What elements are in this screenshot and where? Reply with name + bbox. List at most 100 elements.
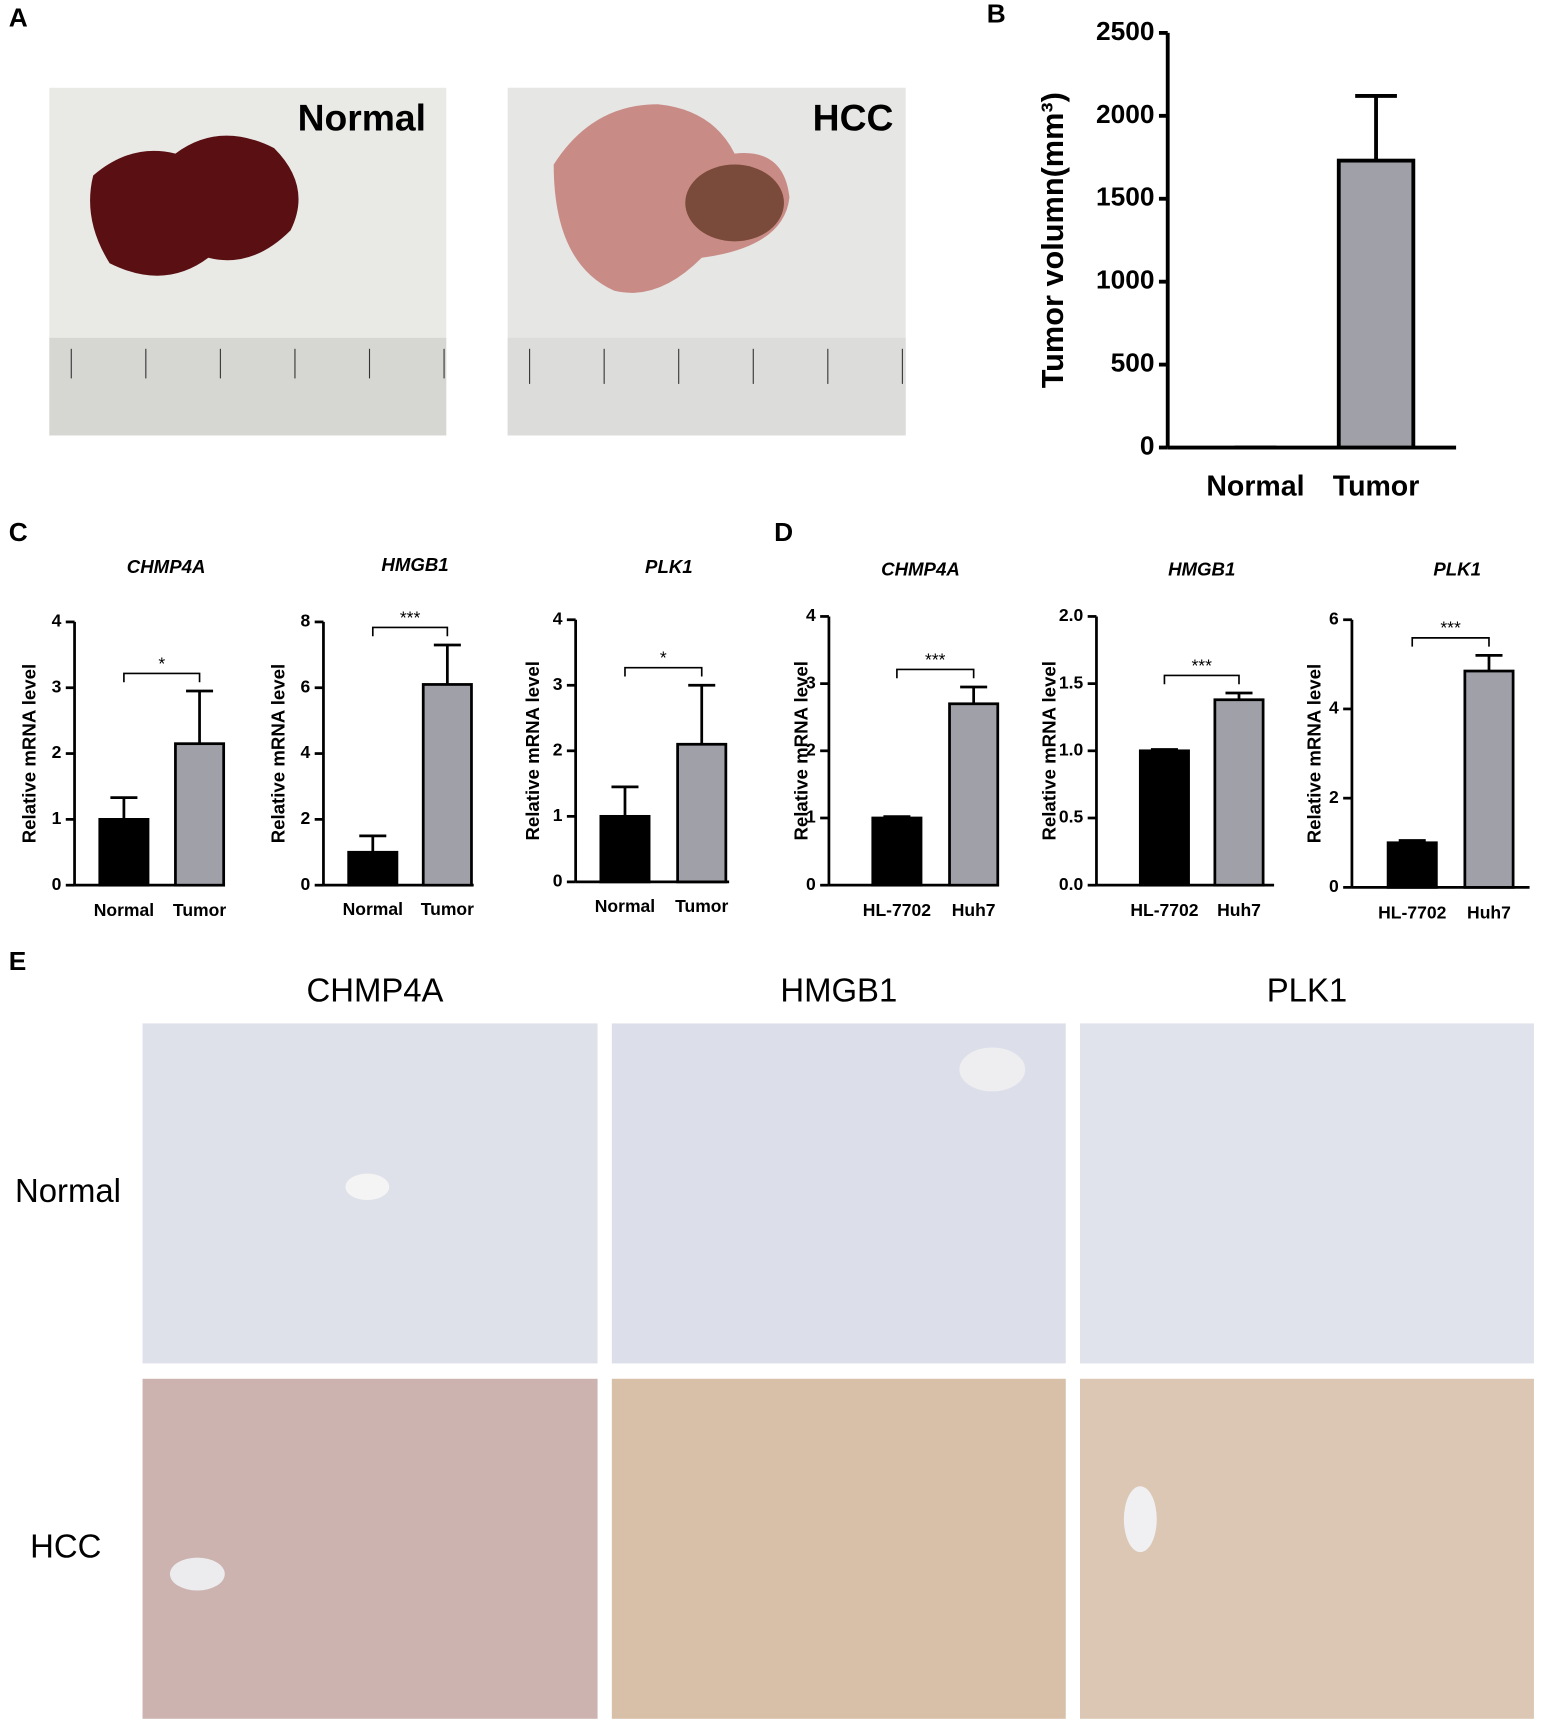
y-tick-label: 2 (553, 739, 563, 759)
significance-bracket (896, 668, 975, 679)
y-tick-label: 1500 (1096, 182, 1155, 212)
chart-title: HMGB1 (1168, 558, 1235, 579)
error-bar (1150, 748, 1178, 751)
x-tick-label: HL-7702 (1130, 900, 1198, 920)
bar (1213, 698, 1265, 887)
y-tick-label: 0 (1140, 430, 1155, 460)
error-bar (1355, 94, 1397, 161)
error-bar (960, 685, 988, 704)
column-title: CHMP4A (306, 971, 443, 1008)
x-tick-label: HL-7702 (863, 900, 931, 920)
significance-label: * (158, 653, 165, 673)
bar (871, 816, 923, 887)
error-bar (359, 834, 387, 853)
significance-bracket (1163, 674, 1240, 685)
error-bar (883, 815, 911, 819)
photo-label: Normal (298, 96, 426, 138)
panel-letter: C (9, 517, 28, 547)
photo (49, 87, 447, 436)
x-tick-label: Tumor (675, 896, 728, 916)
significance-bracket (123, 672, 201, 683)
y-tick-label: 0.5 (1059, 807, 1084, 827)
bar (1463, 669, 1515, 889)
y-tick-label: 8 (301, 611, 311, 631)
x-tick-label: HL-7702 (1378, 902, 1446, 922)
y-tick-label: 1 (553, 805, 563, 825)
bar (421, 683, 473, 887)
y-tick-label: 2 (301, 808, 311, 828)
y-tick-label: 1 (806, 807, 816, 827)
bar (948, 702, 1000, 887)
y-tick-label: 0.0 (1059, 874, 1084, 894)
y-tick-label: 6 (1329, 608, 1339, 628)
y-tick-label: 3 (553, 674, 563, 694)
x-tick-label: Huh7 (1217, 900, 1261, 920)
error-bar (1398, 839, 1426, 843)
panel-letter: E (9, 946, 27, 976)
x-tick-label: Normal (595, 896, 655, 916)
y-tick-label: 1000 (1096, 265, 1155, 295)
chart-title: HMGB1 (381, 554, 448, 575)
y-tick-label: 2 (52, 742, 62, 762)
column-title: HMGB1 (780, 971, 897, 1008)
y-tick-label: 6 (301, 676, 311, 696)
chart-title: PLK1 (645, 556, 693, 577)
y-tick-label: 2000 (1096, 99, 1155, 129)
y-tick-label: 1 (52, 808, 62, 828)
error-bar (688, 683, 716, 745)
error-bar (611, 785, 639, 817)
significance-label: *** (925, 649, 946, 669)
x-tick-label: Tumor (1333, 471, 1420, 503)
x-tick-label: Normal (1206, 471, 1304, 503)
y-tick-label: 0 (553, 871, 563, 891)
row-label: HCC (30, 1527, 101, 1564)
y-tick-label: 0 (806, 874, 816, 894)
y-tick-label: 2500 (1096, 16, 1155, 46)
y-axis-label: Relative mRNA level (791, 661, 812, 840)
y-tick-label: 0 (1329, 876, 1339, 896)
significance-label: * (660, 648, 667, 668)
y-tick-label: 4 (1329, 698, 1339, 718)
column-title: PLK1 (1267, 971, 1347, 1008)
y-tick-label: 2 (1329, 787, 1339, 807)
y-axis-label: Relative mRNA level (1304, 664, 1325, 843)
bar (347, 850, 399, 887)
y-tick-label: 4 (52, 611, 62, 631)
significance-bracket (624, 666, 703, 677)
y-tick-label: 3 (806, 672, 816, 692)
bar (676, 742, 728, 884)
error-bar (1475, 654, 1503, 672)
significance-label: *** (400, 607, 421, 627)
chart-title: CHMP4A (881, 558, 960, 579)
error-bar (1225, 691, 1253, 700)
y-axis-label: Relative mRNA level (268, 664, 289, 843)
x-tick-label: Normal (94, 900, 154, 920)
y-tick-label: 3 (52, 676, 62, 696)
significance-bracket (371, 626, 449, 637)
significance-bracket (1411, 637, 1490, 647)
bar (98, 817, 150, 887)
x-tick-label: Tumor (421, 899, 474, 919)
ihc-images (142, 1023, 1534, 1719)
x-tick-label: Tumor (173, 900, 226, 920)
y-tick-label: 4 (553, 608, 563, 628)
photo (507, 87, 906, 436)
y-tick-label: 0 (52, 874, 62, 894)
bar (599, 814, 651, 884)
error-bar (110, 796, 138, 820)
error-bar (186, 689, 214, 744)
y-tick-label: 2.0 (1059, 605, 1084, 625)
chart-title: CHMP4A (127, 556, 206, 577)
x-tick-label: Normal (343, 899, 403, 919)
bar (1336, 158, 1416, 450)
panel-letter: D (774, 517, 793, 547)
chart-title: PLK1 (1433, 558, 1481, 579)
bar (1138, 749, 1190, 887)
y-tick-label: 500 (1111, 348, 1155, 378)
y-tick-label: 4 (301, 742, 311, 762)
y-axis-label: Relative mRNA level (522, 661, 543, 840)
panel-letter: A (9, 3, 28, 33)
y-axis-label: Relative mRNA level (19, 664, 40, 843)
y-tick-label: 4 (806, 605, 816, 625)
